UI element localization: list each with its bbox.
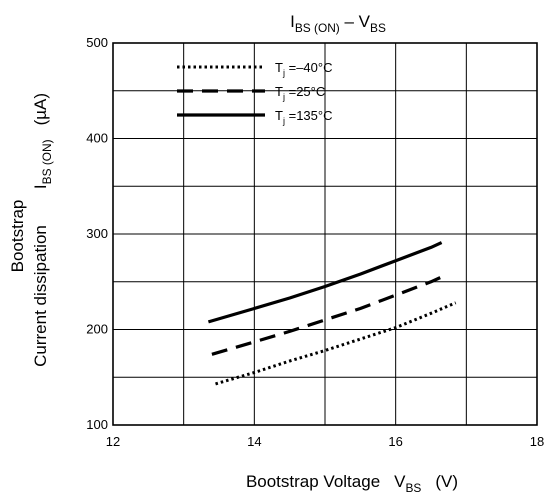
legend-label: Tj =135°C (275, 108, 332, 126)
y-axis-label-line1: Bootstrap (8, 200, 27, 273)
y-tick-label: 100 (86, 417, 108, 432)
y-axis-label-variable: IBS (ON)(µA) (31, 93, 54, 189)
x-tick-label: 12 (106, 434, 120, 449)
chart-title: IBS (ON) – VBS (290, 12, 386, 35)
legend-label: Tj =–40°C (275, 60, 332, 78)
series-line-dashed (211, 275, 443, 356)
y-tick-label: 400 (86, 131, 108, 146)
x-tick-label: 18 (530, 434, 544, 449)
plot-area-frame (112, 42, 538, 426)
y-tick-label: 300 (86, 226, 108, 241)
y-tick-label: 200 (86, 322, 108, 337)
x-tick-label: 14 (247, 434, 261, 449)
series-line-solid (207, 241, 443, 324)
series-layer (207, 241, 457, 386)
tick-labels: 12 14 16 18 100 200 300 400 500 (86, 35, 544, 449)
legend: Tj =–40°C Tj =25°C Tj =135°C (177, 60, 332, 126)
y-axis-label-line2: Current dissipation (31, 225, 50, 367)
legend-label: Tj =25°C (275, 84, 325, 102)
series-line-dotted (215, 301, 457, 386)
x-axis-label: Bootstrap Voltage VBS (V) (246, 472, 458, 495)
x-tick-label: 16 (388, 434, 402, 449)
y-tick-label: 500 (86, 35, 108, 50)
grid (113, 43, 537, 425)
